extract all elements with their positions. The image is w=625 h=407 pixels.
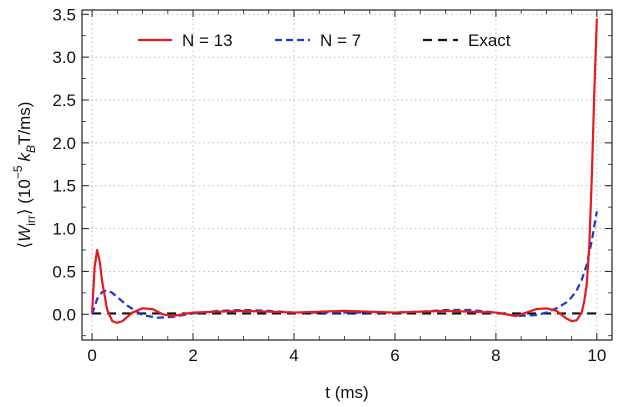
- x-tick-label: 2: [188, 346, 197, 365]
- x-axis-label: t (ms): [325, 383, 368, 402]
- legend-label-n7: N = 7: [320, 31, 361, 50]
- series-line-n-13: [91, 18, 598, 324]
- y-tick-label: 1.0: [52, 220, 76, 239]
- series-line-n-7: [91, 211, 598, 319]
- legend-label-exact: Exact: [468, 31, 511, 50]
- x-tick-label: 8: [491, 346, 500, 365]
- legend: N = 13 N = 7 Exact: [138, 31, 511, 50]
- x-tick-label: 0: [87, 346, 96, 365]
- y-tick-label: 3.5: [52, 5, 76, 24]
- x-tick-label: 4: [289, 346, 298, 365]
- y-axis-label-unit-subscript: B: [24, 145, 38, 153]
- y-axis-label: ⟨Wirr⟩ (10−5 kBT/ms): [11, 102, 38, 249]
- x-tick-label: 6: [390, 346, 399, 365]
- y-axis-label-unit-symbol: k: [15, 151, 34, 161]
- y-axis-label-exponent: −5: [11, 165, 25, 179]
- y-tick-label: 1.5: [52, 177, 76, 196]
- legend-label-n13: N = 13: [182, 31, 233, 50]
- plot-frame: [81, 9, 613, 341]
- axis-ticks: 0 2 4 6 8 10 0.0 0.5 1.0 1.5 2.0 2.5 3.0 3.5: [52, 5, 612, 365]
- y-axis-label-symbol: W: [15, 224, 34, 242]
- x-tick-label: 10: [587, 346, 606, 365]
- y-axis-label-suffix: T/ms): [15, 102, 34, 145]
- y-tick-label: 0.0: [52, 305, 76, 324]
- series-lines: [91, 18, 598, 324]
- y-axis-label-subscript: irr: [24, 215, 38, 226]
- y-axis-label-middle: ⟩ (10: [15, 179, 34, 215]
- grid: [82, 10, 612, 340]
- y-tick-label: 0.5: [52, 262, 76, 281]
- y-tick-label: 3.0: [52, 48, 76, 67]
- y-axis-label-prefix: ⟨: [15, 242, 34, 249]
- y-tick-label: 2.5: [52, 91, 76, 110]
- y-tick-label: 2.0: [52, 134, 76, 153]
